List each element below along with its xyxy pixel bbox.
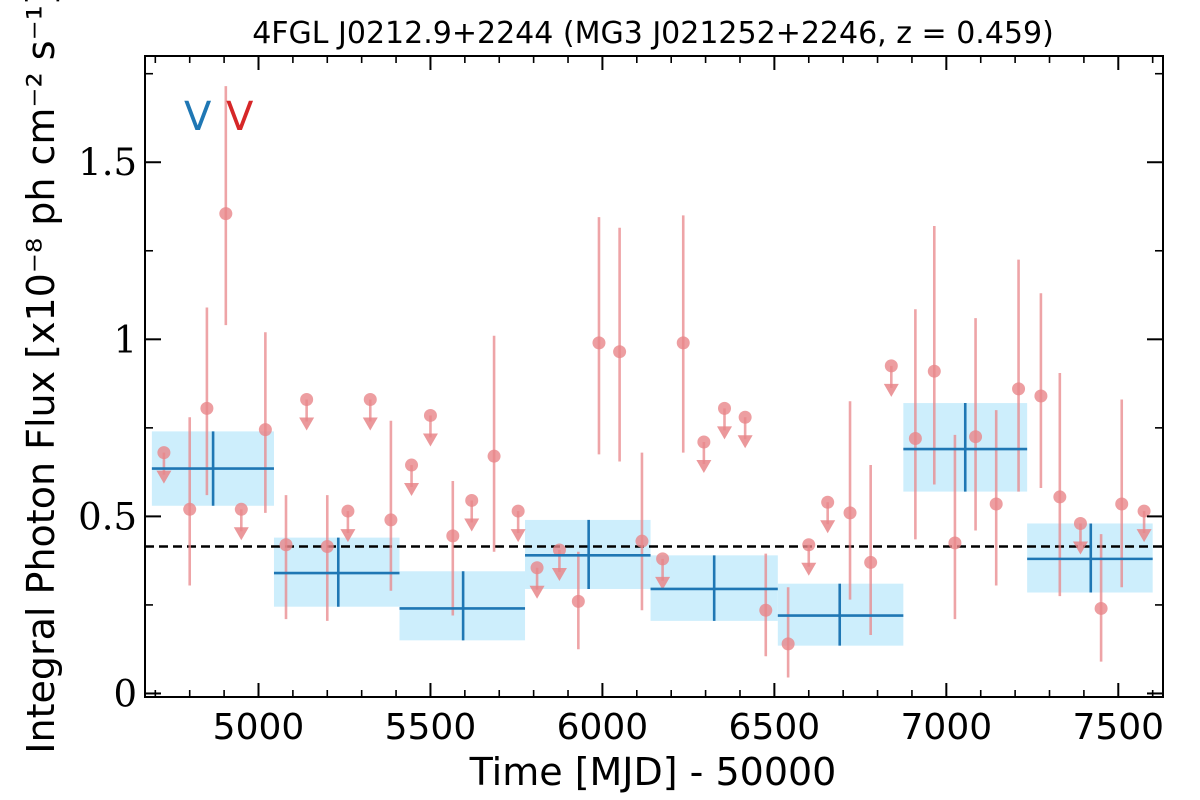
fine-data-point — [219, 207, 233, 221]
upper-limit-point — [465, 493, 479, 507]
upper-limit-arrow — [717, 426, 733, 440]
upper-limit-arrow — [362, 417, 378, 431]
fine-data-point — [635, 534, 649, 548]
fine-data-point — [613, 345, 627, 359]
upper-limit-point — [821, 495, 835, 509]
fine-data-point — [1094, 601, 1108, 615]
upper-limit-arrow — [510, 529, 526, 543]
upper-limit-point — [1137, 504, 1151, 518]
y-tick-label: 0 — [113, 672, 137, 715]
fine-data-point — [1115, 497, 1129, 511]
y-axis-label: Integral Photon Flux [x10⁻⁸ ph cm⁻² s⁻¹] — [19, 0, 63, 754]
fine-data-point — [908, 431, 922, 445]
fine-data-point — [258, 423, 272, 437]
upper-limit-point — [697, 435, 711, 449]
upper-limit-point — [530, 561, 544, 575]
plot-frame — [144, 55, 1164, 698]
fine-data-point — [843, 506, 857, 520]
y-tick-label: 1 — [113, 318, 137, 361]
upper-limit-arrow — [464, 518, 480, 532]
fine-data-point — [1034, 389, 1048, 403]
x-tick-label: 6000 — [557, 707, 649, 748]
fine-data-point — [592, 336, 606, 350]
upper-limit-point — [738, 410, 752, 424]
upper-limit-point — [423, 408, 437, 422]
upper-limit-arrow — [404, 483, 420, 497]
upper-limit-arrow — [233, 527, 249, 541]
upper-limit-point — [511, 504, 525, 518]
x-tick-label: 6500 — [729, 707, 821, 748]
upper-limit-arrow — [1072, 541, 1088, 555]
fine-data-point — [183, 502, 197, 516]
x-axis-label: Time [MJD] - 50000 — [469, 750, 837, 794]
fine-data-point — [864, 555, 878, 569]
axes-ticks: 5000 5500 6000 6500 7000 7500 0 0.5 1 1.5 — [78, 56, 1164, 748]
y-tick-label: 0.5 — [78, 495, 137, 538]
fine-data-point — [384, 513, 398, 527]
fine-data-point — [759, 603, 773, 617]
upper-limit-point — [341, 504, 355, 518]
fine-data-point — [948, 536, 962, 550]
fine-data-point — [1053, 490, 1067, 504]
upper-limit-arrow — [820, 520, 836, 534]
upper-limit-point — [300, 393, 314, 407]
plot-area — [145, 86, 1163, 678]
upper-limit-point — [802, 538, 816, 552]
upper-limit-arrow — [156, 470, 172, 484]
upper-limit-arrow — [1136, 529, 1152, 543]
upper-limit-arrow — [340, 529, 356, 543]
upper-limit-point — [656, 552, 670, 566]
upper-limit-point — [157, 446, 171, 460]
upper-limit-point — [363, 393, 377, 407]
fine-data-point — [279, 538, 293, 552]
upper-limit-point — [1073, 516, 1087, 530]
band-label: V — [184, 94, 212, 140]
upper-limit-arrow — [655, 576, 671, 590]
upper-limit-arrow — [299, 417, 315, 431]
x-tick-label: 7500 — [1072, 707, 1164, 748]
upper-limit-arrow — [801, 562, 817, 576]
fine-data-point — [487, 449, 501, 463]
y-tick-label: 1.5 — [78, 141, 137, 184]
upper-limit-arrow — [883, 383, 899, 397]
x-tick-label: 7000 — [901, 707, 993, 748]
upper-limit-arrow — [529, 585, 545, 599]
fine-data-point — [781, 637, 795, 651]
fine-data-point — [969, 430, 983, 444]
upper-limit-arrow — [422, 433, 438, 447]
upper-limit-arrow — [551, 568, 567, 582]
upper-limit-point — [405, 458, 419, 472]
upper-limit-point — [234, 502, 248, 516]
fine-data-point — [676, 336, 690, 350]
fine-data-point — [927, 364, 941, 378]
fine-data-point — [320, 539, 334, 553]
fine-data-point — [200, 401, 214, 415]
fine-data-point — [571, 594, 585, 608]
upper-limit-point — [552, 543, 566, 557]
x-tick-label: 5000 — [213, 707, 305, 748]
x-tick-label: 5500 — [385, 707, 477, 748]
upper-limit-point — [718, 401, 732, 415]
upper-limit-arrow — [696, 460, 712, 474]
upper-limit-point — [884, 359, 898, 373]
fine-data-point — [446, 529, 460, 543]
band-label: V — [226, 94, 254, 140]
fine-data-point — [989, 497, 1003, 511]
upper-limit-arrow — [737, 435, 753, 449]
fine-data-point — [1012, 382, 1026, 396]
chart-title: 4FGL J0212.9+2244 (MG3 J021252+2246, z =… — [252, 16, 1054, 51]
